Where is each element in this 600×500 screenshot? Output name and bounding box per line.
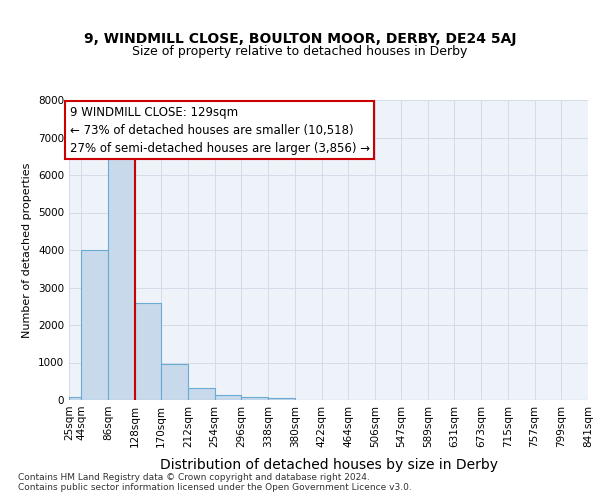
Y-axis label: Number of detached properties: Number of detached properties [22,162,32,338]
Bar [69,397,81,400]
Bar [188,388,215,400]
Bar [81,250,108,400]
Bar [268,398,295,400]
X-axis label: Distribution of detached houses by size in Derby: Distribution of detached houses by size … [160,458,497,472]
Bar [215,395,241,400]
Text: 9 WINDMILL CLOSE: 129sqm
← 73% of detached houses are smaller (10,518)
27% of se: 9 WINDMILL CLOSE: 129sqm ← 73% of detach… [70,106,370,154]
Text: Contains HM Land Registry data © Crown copyright and database right 2024.
Contai: Contains HM Land Registry data © Crown c… [18,473,412,492]
Bar [134,302,161,400]
Bar [161,364,188,400]
Text: Size of property relative to detached houses in Derby: Size of property relative to detached ho… [133,45,467,58]
Bar [241,396,268,400]
Bar [108,154,134,400]
Text: 9, WINDMILL CLOSE, BOULTON MOOR, DERBY, DE24 5AJ: 9, WINDMILL CLOSE, BOULTON MOOR, DERBY, … [84,32,516,46]
